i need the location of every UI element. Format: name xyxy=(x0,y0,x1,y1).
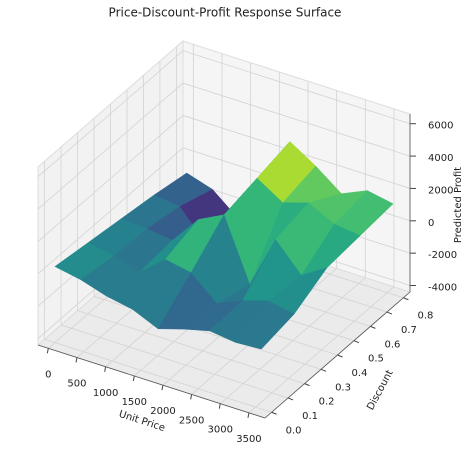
x-tick xyxy=(161,385,164,391)
grid-line xyxy=(37,50,184,178)
y-tick xyxy=(353,340,360,344)
grid-line xyxy=(77,310,305,385)
z-axis-label: Predicted Profit xyxy=(453,167,464,243)
x-tick-label: 2000 xyxy=(150,406,175,417)
x-tick xyxy=(247,412,250,418)
grid-line xyxy=(60,324,289,399)
x-tick xyxy=(104,366,107,372)
y-tick xyxy=(403,297,409,301)
x-tick xyxy=(75,357,78,363)
y-tick-label: 0.8 xyxy=(417,311,433,322)
x-tick-label: 500 xyxy=(67,379,86,390)
x-tick-label: 1000 xyxy=(93,388,118,399)
y-tick-label: 0.2 xyxy=(319,397,335,408)
x-tick-label: 3500 xyxy=(236,434,261,445)
y-tick-label: 0.5 xyxy=(368,354,384,365)
x-tick-label: 0 xyxy=(45,369,51,380)
grid-line xyxy=(44,338,272,413)
x-tick-label: 2500 xyxy=(179,415,204,426)
y-tick-label: 0.1 xyxy=(302,411,318,422)
y-tick xyxy=(304,383,310,387)
y-tick-label: 0.3 xyxy=(335,382,351,393)
y-tick xyxy=(337,354,343,358)
x-tick-label: 1500 xyxy=(122,397,147,408)
grid-line xyxy=(37,115,184,242)
z-tick-label: -4000 xyxy=(428,283,457,294)
y-tick-label: 0.4 xyxy=(352,368,368,379)
y-tick xyxy=(386,311,393,315)
x-tick xyxy=(218,403,221,409)
grid-line xyxy=(37,147,184,275)
axis-line xyxy=(37,344,266,419)
z-tick-label: 0 xyxy=(428,218,434,229)
y-tick xyxy=(271,411,277,415)
chart-title: Price-Discount-Profit Response Surface xyxy=(109,6,342,20)
grid-line xyxy=(182,82,411,157)
x-tick xyxy=(190,394,193,400)
z-tick-label: 2000 xyxy=(428,185,453,196)
x-tick xyxy=(132,375,135,382)
z-tick-label: 6000 xyxy=(428,121,453,132)
y-tick-label: 0.6 xyxy=(385,339,401,350)
z-tick-label: -2000 xyxy=(428,250,457,261)
y-tick xyxy=(320,368,327,372)
x-tick xyxy=(46,348,49,354)
y-tick-label: 0.7 xyxy=(401,325,417,336)
y-tick xyxy=(287,397,294,401)
y-tick-label: 0.0 xyxy=(286,425,302,436)
y-axis-label: Discount xyxy=(365,368,395,412)
grid-line xyxy=(182,50,411,125)
surface-patch xyxy=(235,300,295,350)
y-tick xyxy=(370,325,376,329)
grid-line xyxy=(37,82,184,210)
z-tick-label: 4000 xyxy=(428,153,453,164)
axis-line xyxy=(264,291,411,419)
x-tick-label: 3000 xyxy=(208,425,233,436)
